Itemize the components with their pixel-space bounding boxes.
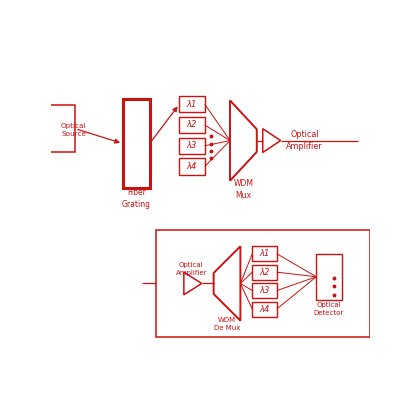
Bar: [42, 105, 75, 152]
Text: λ1: λ1: [187, 99, 197, 109]
Text: Optical
Detector: Optical Detector: [314, 302, 344, 316]
Bar: [179, 158, 205, 175]
Polygon shape: [263, 129, 281, 152]
Text: λ4: λ4: [259, 305, 270, 314]
Text: Optical
Amplifier: Optical Amplifier: [175, 261, 207, 276]
Bar: [252, 302, 277, 316]
Text: λ3: λ3: [187, 141, 197, 150]
Text: Fiber
Grating: Fiber Grating: [122, 188, 151, 209]
Bar: [252, 283, 277, 298]
Text: WDM
Mux: WDM Mux: [233, 179, 254, 200]
Text: λ1: λ1: [259, 249, 270, 258]
Bar: [179, 96, 205, 112]
Text: λ4: λ4: [187, 162, 197, 171]
Bar: [156, 230, 370, 337]
Text: WDM
De Mux: WDM De Mux: [214, 316, 240, 331]
Bar: [123, 99, 150, 188]
Text: λ3: λ3: [259, 286, 270, 295]
Polygon shape: [214, 246, 240, 321]
Bar: [316, 254, 342, 300]
Bar: [252, 265, 277, 279]
Polygon shape: [184, 272, 202, 295]
Text: λ2: λ2: [259, 268, 270, 277]
Bar: [252, 246, 277, 261]
Polygon shape: [230, 100, 257, 181]
Text: Optical
Source: Optical Source: [61, 123, 86, 137]
Bar: [179, 138, 205, 154]
Text: Optical
Amplifier: Optical Amplifier: [286, 130, 323, 151]
Text: λ2: λ2: [187, 120, 197, 129]
Bar: [179, 117, 205, 133]
